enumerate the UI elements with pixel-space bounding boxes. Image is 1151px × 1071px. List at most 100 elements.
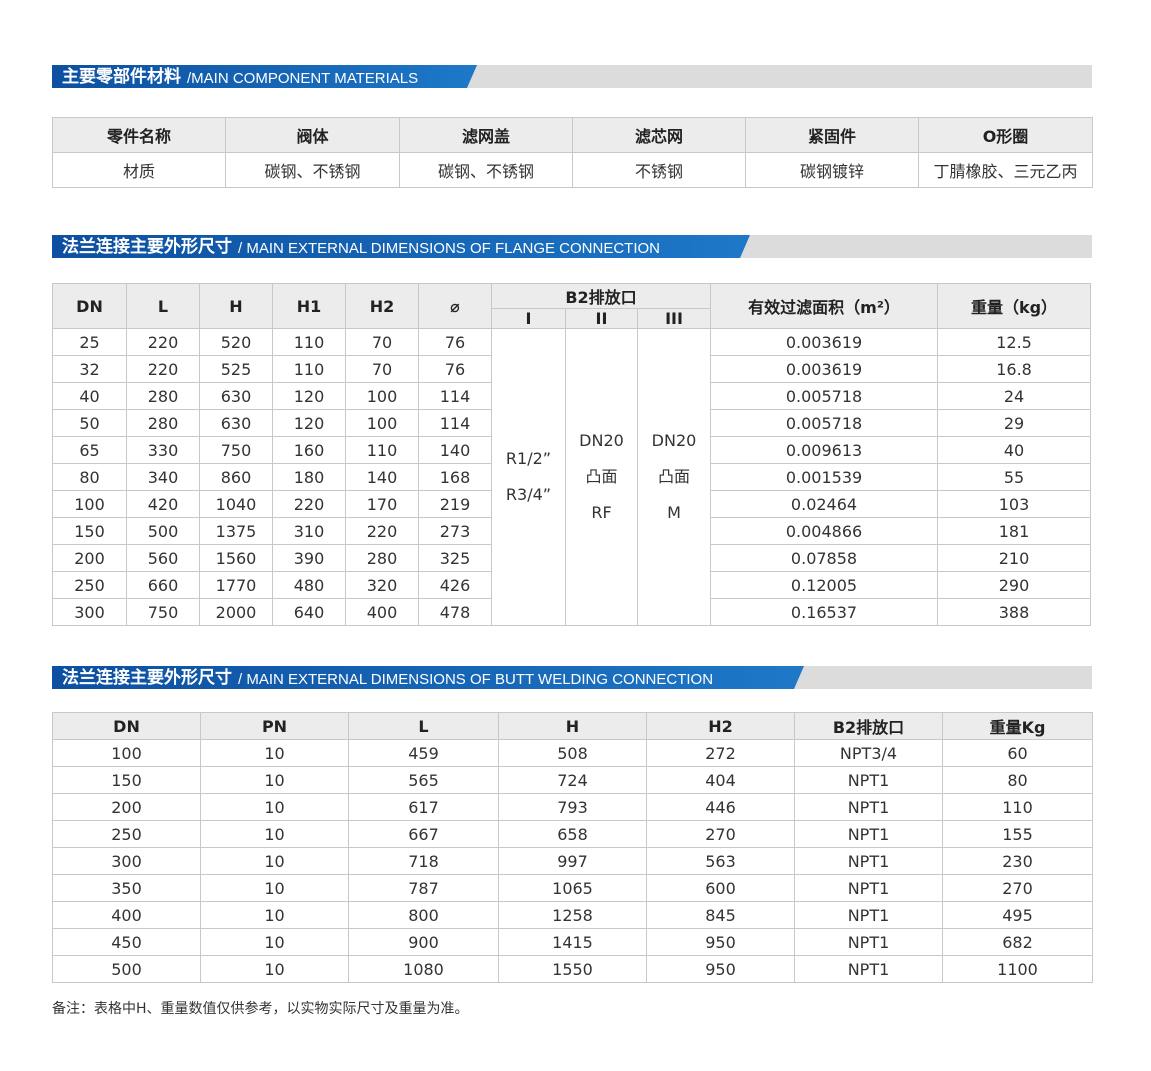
table-cell: 110 (272, 328, 346, 356)
header-cell: 有效过滤面积（m²） (710, 283, 939, 329)
table-cell: 丁腈橡胶、三元乙丙 (918, 152, 1093, 188)
table-cell: 718 (348, 847, 499, 875)
table-cell: 12.5 (937, 328, 1092, 356)
table-cell: 0.003619 (710, 355, 939, 383)
table-cell: 155 (942, 820, 1093, 848)
sub-header-cell: II (565, 308, 638, 329)
table-cell: 1770 (199, 571, 273, 599)
table-cell: 24 (937, 382, 1092, 410)
table-cell: NPT1 (794, 874, 943, 902)
section-title-en: / MAIN EXTERNAL DIMENSIONS OF BUTT WELDI… (238, 671, 714, 688)
table-cell: 310 (272, 517, 346, 545)
materials-table: 零件名称 阀体 滤网盖 滤芯网 紧固件 O形圈 材质 碳钢、不锈钢 碳钢、不锈钢 不锈钢 碳钢镀锌丁… (52, 117, 1093, 188)
table-cell: 500 (52, 955, 201, 983)
table-cell: NPT1 (794, 793, 943, 821)
table-cell: 950 (646, 955, 795, 983)
table-cell: 682 (942, 928, 1093, 956)
table-cell: 140 (418, 436, 492, 464)
header-cell: H1 (272, 283, 346, 329)
table-cell: 325 (418, 544, 492, 572)
header-cell: 紧固件 (745, 117, 919, 153)
materials-section-header: 主要零部件材料/MAIN COMPONENT MATERIALS (52, 65, 1092, 88)
header-cell: ⌀ (418, 283, 492, 329)
sub-header-cell: III (636, 308, 712, 329)
table-cell: 1258 (498, 901, 647, 929)
header-cell: 重量（kg） (937, 283, 1092, 329)
header-cell: 滤网盖 (399, 117, 573, 153)
table-cell: 150 (52, 766, 201, 794)
table-cell: 600 (646, 874, 795, 902)
section-title-en: /MAIN COMPONENT MATERIALS (187, 70, 419, 87)
header-cell: O形圈 (918, 117, 1093, 153)
table-cell: 404 (646, 766, 795, 794)
section-title-cn: 主要零部件材料 (62, 67, 181, 87)
table-cell: 280 (126, 409, 200, 437)
table-cell: 10 (200, 955, 349, 983)
table-row: 250 10 667 658 270 NPT1 155 (52, 820, 1093, 848)
header-cell: DN (52, 712, 201, 740)
table-cell: 10 (200, 847, 349, 875)
table-cell: 碳钢、不锈钢 (225, 152, 400, 188)
table-cell: 210 (937, 544, 1092, 572)
table-cell: 860 (199, 463, 273, 491)
b2-cell-iii: DN20 凸面 M (636, 328, 712, 626)
table-row: 200 10 617 793 446 NPT1 110 (52, 793, 1093, 821)
table-cell: 10 (200, 874, 349, 902)
table-cell: 640 (272, 598, 346, 626)
b2-line: M (667, 503, 681, 522)
table-cell: 168 (418, 463, 492, 491)
table-cell: 420 (126, 490, 200, 518)
header-cell: 阀体 (225, 117, 400, 153)
table-cell: 500 (126, 517, 200, 545)
b2-cell-i: R1/2” R3/4” (491, 328, 566, 626)
table-cell: 2000 (199, 598, 273, 626)
table-cell: 0.004866 (710, 517, 939, 545)
header-cell: H (199, 283, 273, 329)
table-cell: 793 (498, 793, 647, 821)
table-cell: 220 (272, 490, 346, 518)
table-cell: 0.16537 (710, 598, 939, 626)
flange-section-header: 法兰连接主要外形尺寸 / MAIN EXTERNAL DIMENSIONS OF … (52, 235, 1092, 258)
table-cell: 250 (52, 820, 201, 848)
header-cell: L (348, 712, 499, 740)
table-row: 150 500 1375 310 220 273 0.004866 181 (52, 517, 1092, 545)
table-cell: 750 (199, 436, 273, 464)
butt-welding-dimensions-table: DN PN L H H2 B2排放口 重量Kg 100 10 459 508 272 NPT3/4 60 1… (52, 712, 1093, 983)
table-row: 500 10 1080 1550 950 NPT1 1100 (52, 955, 1093, 983)
table-row: 200 560 1560 390 280 325 0.07858 210 (52, 544, 1092, 572)
table-cell: 495 (942, 901, 1093, 929)
header-cell: 滤芯网 (572, 117, 746, 153)
table-cell: 103 (937, 490, 1092, 518)
table-cell: NPT1 (794, 820, 943, 848)
header-cell: B2排放口 (490, 283, 712, 309)
b2-line: R3/4” (505, 485, 552, 504)
table-cell: 1080 (348, 955, 499, 983)
table-cell: 270 (646, 820, 795, 848)
header-cell: DN (52, 283, 127, 329)
table-cell: 220 (126, 355, 200, 383)
table-cell: 446 (646, 793, 795, 821)
table-cell: 220 (345, 517, 419, 545)
table-cell: 25 (52, 328, 127, 356)
table-cell: 0.005718 (710, 409, 939, 437)
b2-line: 凸面 (658, 467, 691, 486)
table-cell: 110 (942, 793, 1093, 821)
table-cell: 32 (52, 355, 127, 383)
b2-line: RF (591, 503, 612, 522)
footnote: 备注：表格中H、重量数值仅供参考，以实物实际尺寸及重量为准。 (52, 1001, 469, 1017)
table-cell: 340 (126, 463, 200, 491)
table-cell: 40 (52, 382, 127, 410)
table-cell: 55 (937, 463, 1092, 491)
table-cell: 658 (498, 820, 647, 848)
table-cell: 170 (345, 490, 419, 518)
table-cell: 140 (345, 463, 419, 491)
table-cell: 120 (272, 409, 346, 437)
header-cell: H (498, 712, 647, 740)
section-title-cn: 法兰连接主要外形尺寸 (62, 668, 232, 688)
table-cell: 70 (345, 328, 419, 356)
table-cell: 300 (52, 598, 127, 626)
table-cell: 10 (200, 793, 349, 821)
header-cell: H2 (646, 712, 795, 740)
table-cell: NPT1 (794, 955, 943, 983)
table-cell: 300 (52, 847, 201, 875)
